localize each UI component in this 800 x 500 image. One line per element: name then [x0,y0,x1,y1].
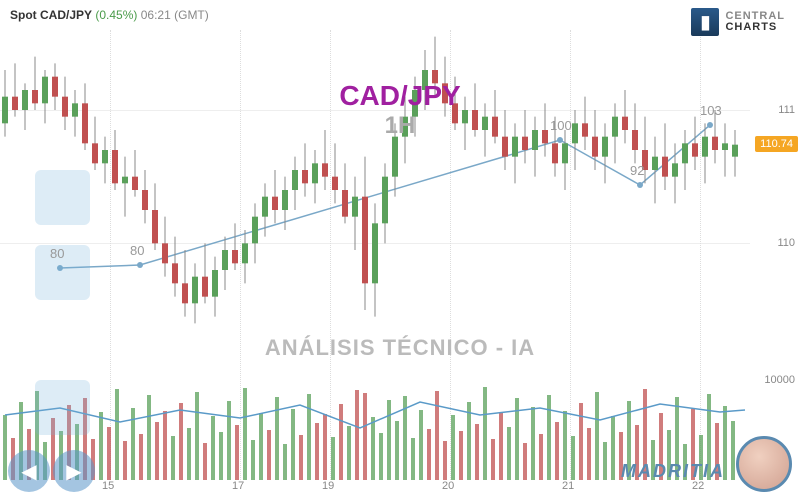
logo-line2: CHARTS [725,22,785,33]
chart-title: CAD/JPY 1H [339,80,460,140]
watermark-icon-3 [35,380,90,435]
brand-logo[interactable]: ▮ CENTRAL CHARTS [691,8,785,36]
chart-header: Spot CAD/JPY (0.45%) 06:21 (GMT) [10,8,209,22]
time-axis: 151719202122 [0,480,750,495]
indicator-value: 80 [130,243,144,258]
price-change: (0.45%) [95,8,137,22]
current-price-flag: 110.74 [755,136,798,152]
analysis-label: ANÁLISIS TÉCNICO - IA [265,335,535,361]
candlestick-chart[interactable] [0,30,750,350]
nav-prev-button[interactable]: ◀ [8,450,50,492]
indicator-value: 80 [50,246,64,261]
timezone: (GMT) [174,8,209,22]
timestamp: 06:21 [141,8,171,22]
instrument-name: Spot CAD/JPY [10,8,92,22]
nav-next-button[interactable]: ▶ [53,450,95,492]
indicator-value: 103 [700,103,722,118]
logo-text: CENTRAL CHARTS [725,11,785,33]
indicator-value: 92 [630,163,644,178]
price-axis: 110111110.74 [750,30,800,350]
currency-pair: CAD/JPY [339,80,460,112]
nav-controls: ◀ ▶ [8,450,95,492]
author-avatar[interactable] [736,436,792,492]
timeframe: 1H [339,112,460,140]
watermark-icon-1 [35,170,90,225]
logo-icon: ▮ [691,8,719,36]
author-watermark: MADRITIA [621,461,725,482]
indicator-value: 100 [550,118,572,133]
